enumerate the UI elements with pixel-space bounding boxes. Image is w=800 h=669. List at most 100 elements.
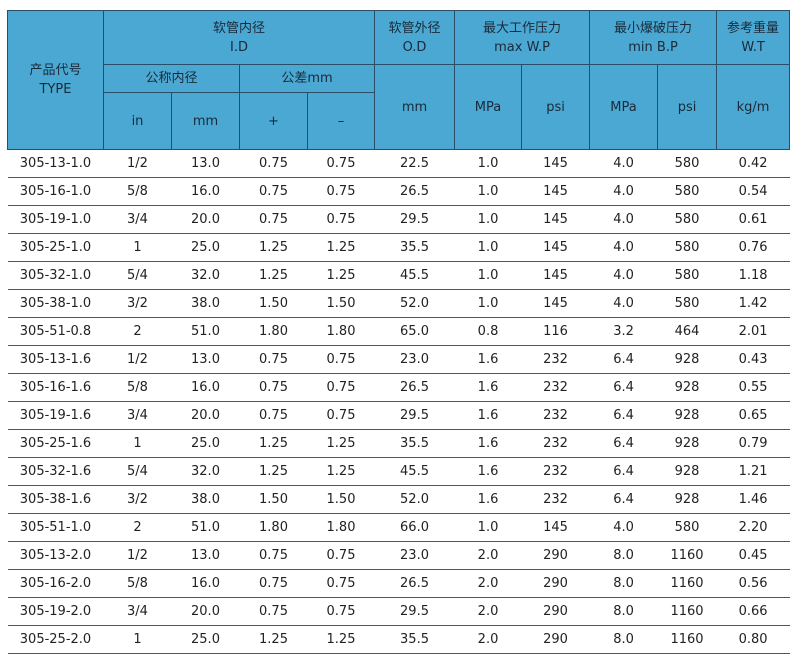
table-cell: 1.25 <box>307 457 375 486</box>
table-cell: 1.0 <box>454 149 522 178</box>
unit-wt: kg/m <box>716 64 791 150</box>
table-cell: 4.0 <box>589 513 658 542</box>
unit-mm: mm <box>171 92 240 150</box>
table-cell: 4.0 <box>589 289 658 318</box>
unit-minus: – <box>306 92 376 150</box>
table-row: 305-32-1.0 5/4 32.0 1.25 1.25 45.5 1.0 145 4.0 58… <box>7 261 790 290</box>
table-cell: 145 <box>521 261 590 290</box>
table-cell: 0.75 <box>307 345 375 374</box>
table-cell: 32.0 <box>171 457 240 486</box>
table-cell: 928 <box>657 401 717 430</box>
table-cell: 0.61 <box>716 205 790 234</box>
table-row: 305-13-2.0 1/2 13.0 0.75 0.75 23.0 2.0 290 8.0 11… <box>7 541 790 570</box>
table-cell: 1.50 <box>239 289 308 318</box>
table-cell: 1160 <box>657 541 717 570</box>
table-cell: 1/2 <box>103 541 172 570</box>
table-cell: 1.25 <box>307 429 375 458</box>
table-cell: 29.5 <box>374 205 455 234</box>
table-cell: 2.20 <box>716 513 790 542</box>
table-cell: 305-13-2.0 <box>7 541 104 570</box>
table-cell: 145 <box>521 289 590 318</box>
table-cell: 25.0 <box>171 625 240 654</box>
table-cell: 0.75 <box>239 569 308 598</box>
table-cell: 580 <box>657 149 717 178</box>
table-cell: 580 <box>657 513 717 542</box>
table-row: 305-25-1.6 1 25.0 1.25 1.25 35.5 1.6 232 6.4 928 0… <box>7 429 790 458</box>
table-cell: 35.5 <box>374 429 455 458</box>
table-cell: 25.0 <box>171 233 240 262</box>
table-cell: 464 <box>657 317 717 346</box>
table-row: 305-19-1.0 3/4 20.0 0.75 0.75 29.5 1.0 145 4.0 58… <box>7 205 790 234</box>
header-tolerance: 公差mm <box>238 64 376 93</box>
table-body: 305-13-1.0 1/2 13.0 0.75 0.75 22.5 1.0 145 4.0 58… <box>7 149 790 654</box>
table-cell: 0.75 <box>239 597 308 626</box>
header-id: 软管内径 I.D <box>102 10 376 65</box>
table-cell: 1.25 <box>239 429 308 458</box>
table-cell: 6.4 <box>589 429 658 458</box>
table-cell: 1.21 <box>716 457 790 486</box>
table-cell: 2.0 <box>454 541 522 570</box>
header-wt: 参考重量 W.T <box>716 10 791 65</box>
table-cell: 0.75 <box>239 401 308 430</box>
unit-wp-mpa: MPa <box>454 64 523 150</box>
table-cell: 580 <box>657 261 717 290</box>
table-cell: 5/8 <box>103 569 172 598</box>
table-cell: 305-32-1.0 <box>7 261 104 290</box>
table-cell: 20.0 <box>171 205 240 234</box>
table-cell: 305-13-1.0 <box>7 149 104 178</box>
table-cell: 22.5 <box>374 149 455 178</box>
table-cell: 305-19-1.0 <box>7 205 104 234</box>
table-cell: 580 <box>657 289 717 318</box>
table-cell: 23.0 <box>374 345 455 374</box>
header-bp: 最小爆破压力 min B.P <box>589 10 718 65</box>
unit-in: in <box>103 92 172 150</box>
table-cell: 35.5 <box>374 233 455 262</box>
table-cell: 145 <box>521 205 590 234</box>
table-cell: 4.0 <box>589 149 658 178</box>
table-cell: 1.25 <box>239 261 308 290</box>
table-row: 305-51-0.8 2 51.0 1.80 1.80 65.0 0.8 116 3.2 464 2… <box>7 317 790 346</box>
table-row: 305-38-1.6 3/2 38.0 1.50 1.50 52.0 1.6 232 6.4 92… <box>7 485 790 514</box>
table-row: 305-16-1.0 5/8 16.0 0.75 0.75 26.5 1.0 145 4.0 58… <box>7 177 790 206</box>
table-cell: 66.0 <box>374 513 455 542</box>
table-cell: 35.5 <box>374 625 455 654</box>
table-cell: 8.0 <box>589 625 658 654</box>
table-cell: 1160 <box>657 625 717 654</box>
table-cell: 2 <box>103 317 172 346</box>
table-cell: 45.5 <box>374 261 455 290</box>
table-cell: 1.80 <box>239 513 308 542</box>
table-row: 305-51-1.0 2 51.0 1.80 1.80 66.0 1.0 145 4.0 580 2… <box>7 513 790 542</box>
table-cell: 145 <box>521 149 590 178</box>
table-cell: 290 <box>521 625 590 654</box>
table-cell: 1.0 <box>454 177 522 206</box>
table-cell: 3/2 <box>103 485 172 514</box>
table-cell: 232 <box>521 373 590 402</box>
table-cell: 1.25 <box>307 261 375 290</box>
table-row: 305-38-1.0 3/2 38.0 1.50 1.50 52.0 1.0 145 4.0 58… <box>7 289 790 318</box>
unit-bp-mpa: MPa <box>589 64 659 150</box>
table-cell: 1.25 <box>307 625 375 654</box>
header-type: 产品代号 TYPE <box>7 10 104 150</box>
table-cell: 1.6 <box>454 345 522 374</box>
table-cell: 0.56 <box>716 569 790 598</box>
table-cell: 1.0 <box>454 289 522 318</box>
table-cell: 2.0 <box>454 569 522 598</box>
table-cell: 145 <box>521 513 590 542</box>
table-cell: 928 <box>657 485 717 514</box>
table-cell: 29.5 <box>374 597 455 626</box>
table-cell: 1160 <box>657 569 717 598</box>
table-cell: 1.25 <box>239 233 308 262</box>
table-cell: 1 <box>103 625 172 654</box>
table-cell: 25.0 <box>171 429 240 458</box>
table-cell: 0.76 <box>716 233 790 262</box>
table-cell: 1.80 <box>239 317 308 346</box>
table-cell: 305-13-1.6 <box>7 345 104 374</box>
table-cell: 51.0 <box>171 317 240 346</box>
table-cell: 232 <box>521 401 590 430</box>
unit-plus: + <box>239 92 308 150</box>
table-cell: 0.54 <box>716 177 790 206</box>
table-cell: 1.25 <box>239 625 308 654</box>
table-cell: 1 <box>103 429 172 458</box>
table-cell: 4.0 <box>589 205 658 234</box>
table-cell: 26.5 <box>374 373 455 402</box>
